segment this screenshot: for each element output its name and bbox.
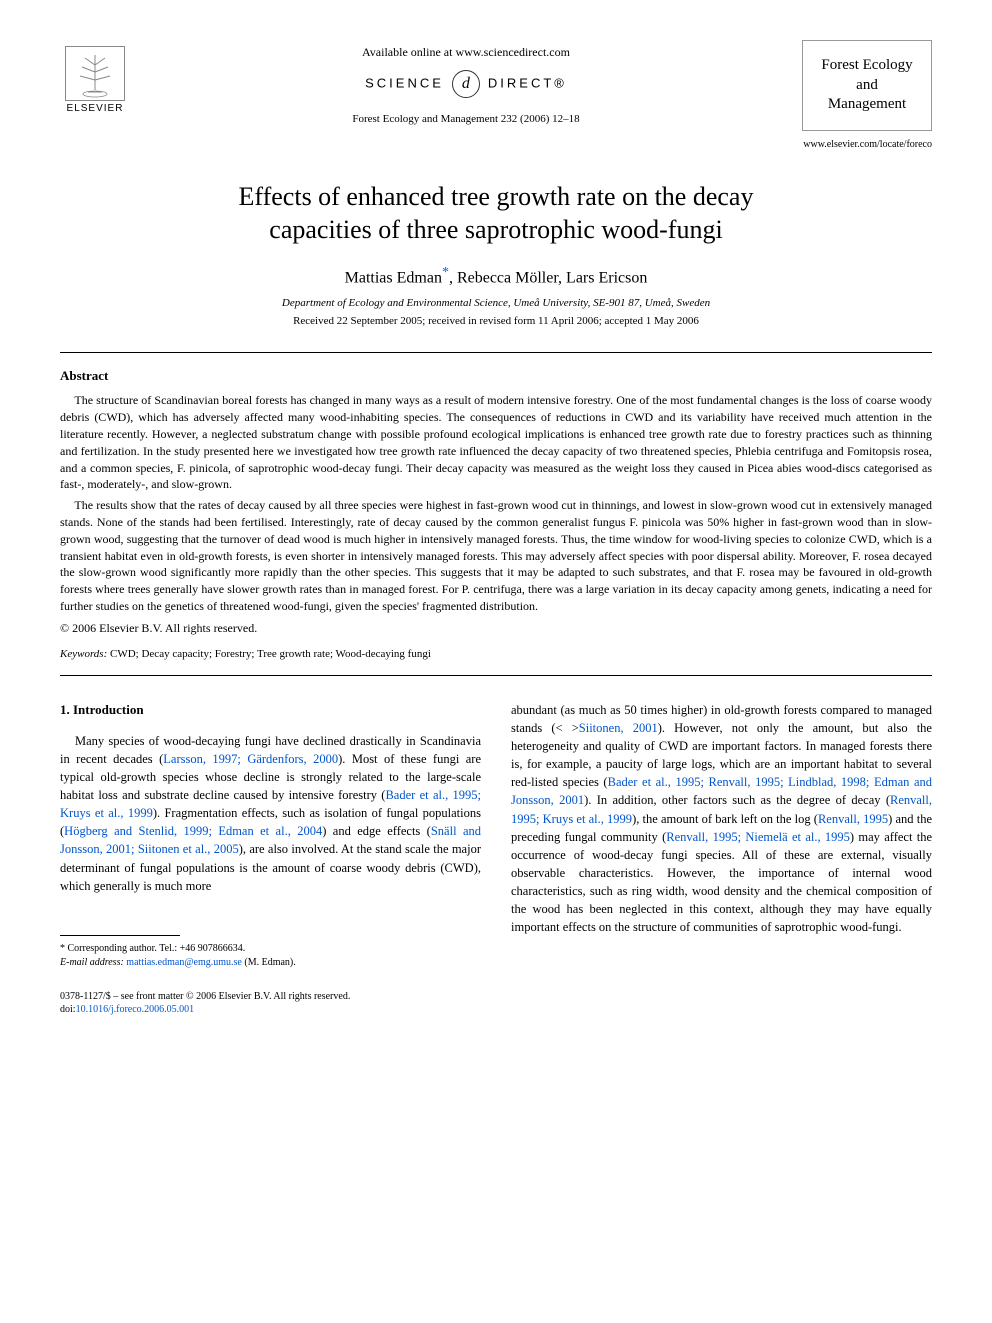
email-link[interactable]: mattias.edman@emg.umu.se (124, 957, 242, 968)
abstract-paragraph-2: The results show that the rates of decay… (60, 497, 932, 615)
column-right: abundant (as much as 50 times higher) in… (511, 701, 932, 970)
article-dates: Received 22 September 2005; received in … (60, 315, 932, 327)
section-heading-intro: 1. Introduction (60, 701, 481, 720)
journal-box-wrapper: Forest Ecology and Management (802, 40, 932, 131)
elsevier-label: ELSEVIER (67, 103, 124, 114)
citation-line: Forest Ecology and Management 232 (2006)… (130, 113, 802, 125)
journal-name-line3: Management (811, 95, 923, 115)
doi-prefix: doi: (60, 1004, 76, 1015)
footer-doi: doi:10.1016/j.foreco.2006.05.001 (60, 1003, 932, 1016)
author-1: Mattias Edman (345, 269, 442, 286)
intro-text-8: ). In addition, other factors such as th… (584, 793, 890, 807)
footnote-separator (60, 935, 180, 936)
available-online-text: Available online at www.sciencedirect.co… (130, 45, 802, 60)
affiliation: Department of Ecology and Environmental … (60, 297, 932, 309)
sciencedirect-right: DIRECT® (488, 76, 567, 91)
keywords-text: CWD; Decay capacity; Forestry; Tree grow… (107, 648, 431, 660)
author-rest: , Rebecca Möller, Lars Ericson (449, 269, 647, 286)
body-columns: 1. Introduction Many species of wood-dec… (60, 701, 932, 970)
keywords-label: Keywords: (60, 648, 107, 660)
sciencedirect-left: SCIENCE (365, 76, 444, 91)
title-line1: Effects of enhanced tree growth rate on … (239, 182, 754, 211)
ref-link-9[interactable]: Renvall, 1995; Niemelä et al., 1995 (666, 830, 850, 844)
intro-text-11: ) may affect the occurrence of wood-deca… (511, 830, 932, 935)
sciencedirect-at-icon: d (452, 70, 480, 98)
journal-title-box: Forest Ecology and Management (802, 40, 932, 131)
intro-paragraph-left: Many species of wood-decaying fungi have… (60, 732, 481, 895)
ref-link-3[interactable]: Högberg and Stenlid, 1999; Edman et al.,… (64, 824, 322, 838)
footer-copyright: 0378-1127/$ – see front matter © 2006 El… (60, 990, 932, 1003)
column-left: 1. Introduction Many species of wood-dec… (60, 701, 481, 970)
journal-name-line2: and (811, 76, 923, 96)
email-footnote: E-mail address: mattias.edman@emg.umu.se… (60, 956, 481, 970)
journal-url[interactable]: www.elsevier.com/locate/foreco (60, 139, 932, 150)
elsevier-tree-icon (65, 46, 125, 101)
abstract-copyright: © 2006 Elsevier B.V. All rights reserved… (60, 621, 932, 636)
ref-link-5[interactable]: Siitonen, 2001 (579, 721, 658, 735)
keywords: Keywords: CWD; Decay capacity; Forestry;… (60, 648, 932, 660)
article-title: Effects of enhanced tree growth rate on … (60, 180, 932, 248)
abstract-heading: Abstract (60, 368, 932, 384)
divider-bottom (60, 675, 932, 676)
intro-text-4: ) and edge effects ( (322, 824, 431, 838)
corresponding-star-icon[interactable]: * (442, 265, 449, 280)
corresponding-author-footnote: * Corresponding author. Tel.: +46 907866… (60, 942, 481, 956)
email-label: E-mail address: (60, 957, 124, 968)
authors: Mattias Edman*, Rebecca Möller, Lars Eri… (60, 265, 932, 287)
journal-name-line1: Forest Ecology (811, 56, 923, 76)
divider-top (60, 352, 932, 353)
email-suffix: (M. Edman). (242, 957, 296, 968)
title-line2: capacities of three saprotrophic wood-fu… (269, 215, 722, 244)
page-footer: 0378-1127/$ – see front matter © 2006 El… (60, 990, 932, 1016)
ref-link-1[interactable]: Larsson, 1997; Gärdenfors, 2000 (163, 752, 338, 766)
intro-paragraph-right: abundant (as much as 50 times higher) in… (511, 701, 932, 937)
ref-link-8[interactable]: Renvall, 1995 (818, 812, 888, 826)
intro-text-9: ), the amount of bark left on the log ( (632, 812, 818, 826)
elsevier-logo: ELSEVIER (60, 40, 130, 120)
abstract-paragraph-1: The structure of Scandinavian boreal for… (60, 392, 932, 493)
sciencedirect-logo: SCIENCE d DIRECT® (130, 70, 802, 98)
doi-link[interactable]: 10.1016/j.foreco.2006.05.001 (76, 1004, 195, 1015)
page-header: ELSEVIER Available online at www.science… (60, 40, 932, 131)
header-center: Available online at www.sciencedirect.co… (130, 40, 802, 125)
